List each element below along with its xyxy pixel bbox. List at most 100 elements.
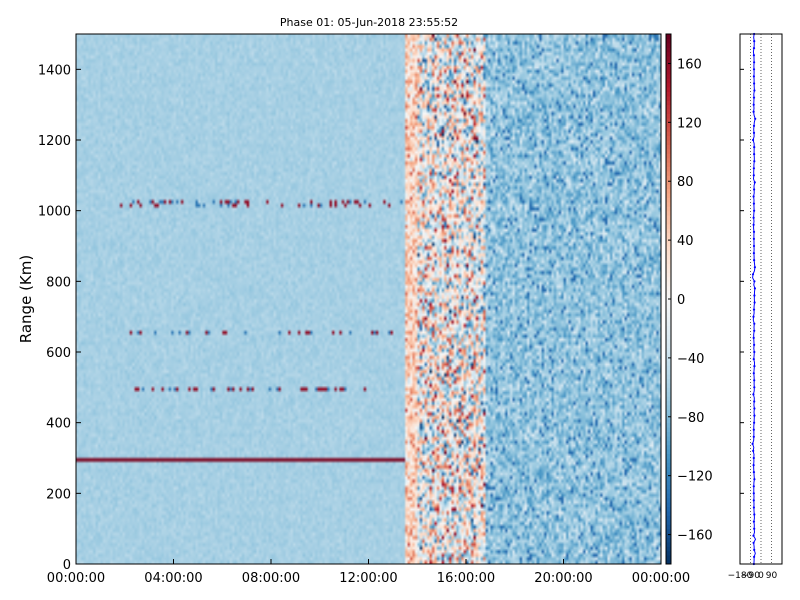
- colorbar-segment: [666, 541, 671, 547]
- profile-point: [752, 96, 756, 99]
- profile-point: [752, 315, 755, 318]
- y-tick-label: 200: [46, 487, 71, 502]
- colorbar-tick-label: −40: [677, 352, 704, 367]
- colorbar-segment: [666, 56, 671, 61]
- colorbar-tick-label: −120: [677, 470, 713, 485]
- x-tick-label: 04:00:00: [144, 571, 202, 586]
- profile-point: [753, 407, 756, 410]
- x-tick-label: 08:00:00: [242, 571, 300, 586]
- colorbar-segment: [666, 64, 671, 70]
- colorbar-segment: [666, 51, 671, 57]
- colorbar-segment: [666, 184, 671, 190]
- heatmap-cells: [76, 34, 661, 564]
- profile-point: [752, 54, 756, 57]
- colorbar-segment: [666, 382, 671, 388]
- phase-profile-panel: −180−900 90: [728, 32, 783, 581]
- colorbar-segment: [666, 259, 671, 265]
- profile-point: [753, 365, 756, 368]
- colorbar-segment: [666, 444, 671, 450]
- colorbar-segment: [666, 427, 671, 432]
- profile-point: [752, 428, 755, 431]
- colorbar-segment: [666, 493, 671, 499]
- profile-point: [752, 449, 755, 452]
- profile-point: [753, 181, 756, 184]
- colorbar-segment: [666, 435, 671, 441]
- colorbar-tick-label: 0: [677, 293, 685, 308]
- colorbar-segment: [666, 82, 671, 88]
- colorbar-segment: [666, 546, 671, 552]
- colorbar-segment: [666, 312, 671, 318]
- colorbar-tick-label: −160: [677, 529, 713, 544]
- profile-point: [752, 456, 755, 460]
- colorbar-segment: [666, 193, 671, 198]
- colorbar-segment: [666, 391, 671, 397]
- colorbar-segment: [666, 290, 671, 296]
- profile-point: [752, 308, 756, 311]
- colorbar-segment: [666, 343, 671, 349]
- profile-point: [753, 160, 756, 163]
- profile-point: [753, 61, 756, 64]
- profile-point: [752, 358, 755, 361]
- colorbar-segment: [666, 42, 671, 48]
- profile-point: [753, 478, 756, 481]
- colorbar-segment: [666, 179, 671, 185]
- profile-point: [754, 117, 757, 120]
- colorbar-segment: [666, 559, 671, 565]
- colorbar-segment: [666, 511, 671, 516]
- colorbar-segment: [666, 268, 671, 273]
- profile-point: [752, 138, 755, 142]
- colorbar-segment: [666, 440, 671, 446]
- colorbar-segment: [666, 223, 671, 229]
- chart-title: Phase 01: 05-Jun-2018 23:55:52: [280, 16, 458, 29]
- colorbar-segment: [666, 263, 671, 269]
- colorbar-tick-label: 40: [677, 234, 694, 249]
- colorbar-segment: [666, 87, 671, 92]
- colorbar-segment: [666, 378, 671, 384]
- colorbar-segment: [666, 488, 671, 494]
- profile-point: [753, 153, 756, 156]
- colorbar-segment: [666, 352, 671, 357]
- colorbar-segment: [666, 369, 671, 375]
- colorbar-segment: [666, 201, 671, 207]
- profile-point: [753, 280, 756, 283]
- profile-point: [752, 223, 755, 226]
- x-tick-label: 20:00:00: [534, 571, 592, 586]
- colorbar-segment: [666, 153, 671, 159]
- colorbar-segment: [666, 524, 671, 530]
- colorbar-segment: [666, 431, 671, 437]
- profile-point: [752, 110, 755, 113]
- colorbar-segment: [666, 462, 671, 468]
- profile-point: [753, 294, 756, 297]
- colorbar-segment: [666, 148, 671, 154]
- colorbar-segment: [666, 228, 671, 234]
- x-tick-label: 16:00:00: [437, 571, 495, 586]
- profile-point: [752, 499, 755, 502]
- colorbar-segment: [666, 162, 671, 167]
- colorbar-segment: [666, 480, 671, 485]
- colorbar-segment: [666, 69, 671, 75]
- colorbar-segment: [666, 449, 671, 455]
- colorbar-segment: [666, 95, 671, 101]
- colorbar-segment: [666, 400, 671, 406]
- y-tick-label: 1400: [38, 63, 71, 78]
- colorbar-segment: [666, 254, 671, 260]
- colorbar-segment: [666, 347, 671, 353]
- profile-x-tick-label: −180: [728, 571, 753, 581]
- colorbar-segment: [666, 272, 671, 278]
- profile-point: [753, 329, 756, 332]
- profile-point: [752, 520, 756, 523]
- y-axis-label: Range (Km): [17, 255, 35, 343]
- profile-point: [753, 400, 756, 403]
- profile-point: [753, 379, 756, 382]
- colorbar-segment: [666, 246, 671, 251]
- colorbar-segment: [666, 537, 671, 543]
- profile-x-tick-label: 90: [766, 571, 778, 581]
- colorbar-segment: [666, 502, 671, 508]
- profile-point: [753, 513, 756, 516]
- colorbar-tick-label: −80: [677, 411, 704, 426]
- colorbar-segment: [666, 360, 671, 366]
- colorbar-segment: [666, 197, 671, 203]
- profile-point: [753, 555, 756, 559]
- profile-point: [752, 216, 755, 219]
- profile-point: [752, 471, 756, 474]
